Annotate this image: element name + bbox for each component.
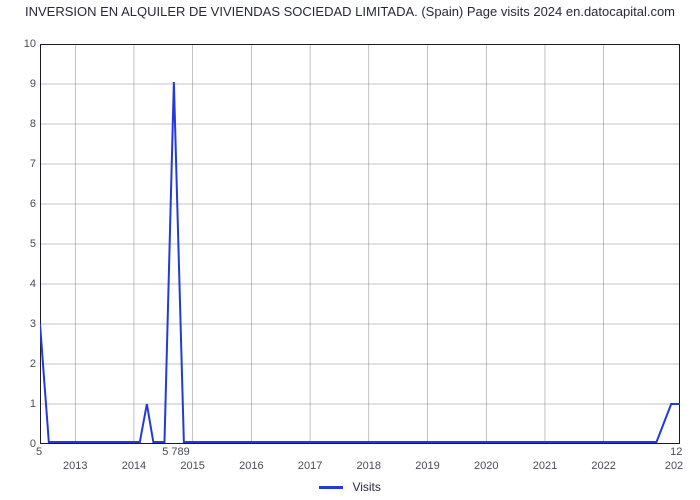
x-tick-label: 2020 [474,460,498,472]
chart-svg [40,44,680,444]
legend: Visits [0,479,700,494]
extra-bottom-label: 5 [36,446,42,458]
extra-bottom-label: 12 [670,446,682,458]
y-tick-label: 9 [30,78,36,90]
x-tick-label: 2017 [298,460,322,472]
y-tick-label: 4 [30,278,36,290]
y-tick-label: 2 [30,358,36,370]
y-tick-label: 3 [30,318,36,330]
x-tick-label: 2013 [63,460,87,472]
legend-swatch [319,486,343,489]
x-tick-label: 2021 [533,460,557,472]
x-tick-label: 2019 [415,460,439,472]
y-tick-label: 8 [30,118,36,130]
y-tick-label: 1 [30,398,36,410]
x-tick-label: 2016 [239,460,263,472]
x-tick-label: 2014 [122,460,146,472]
y-tick-label: 10 [24,38,36,50]
chart-title: INVERSION EN ALQUILER DE VIVIENDAS SOCIE… [0,4,700,20]
x-tick-label: 202 [665,460,683,472]
x-tick-label: 2018 [357,460,381,472]
plot-area [40,44,680,444]
chart-container: INVERSION EN ALQUILER DE VIVIENDAS SOCIE… [0,0,700,500]
extra-bottom-label: 5 789 [162,446,190,458]
x-tick-label: 2022 [591,460,615,472]
legend-label: Visits [352,480,380,494]
y-tick-label: 6 [30,198,36,210]
x-tick-label: 2015 [180,460,204,472]
y-tick-label: 7 [30,158,36,170]
y-tick-label: 5 [30,238,36,250]
